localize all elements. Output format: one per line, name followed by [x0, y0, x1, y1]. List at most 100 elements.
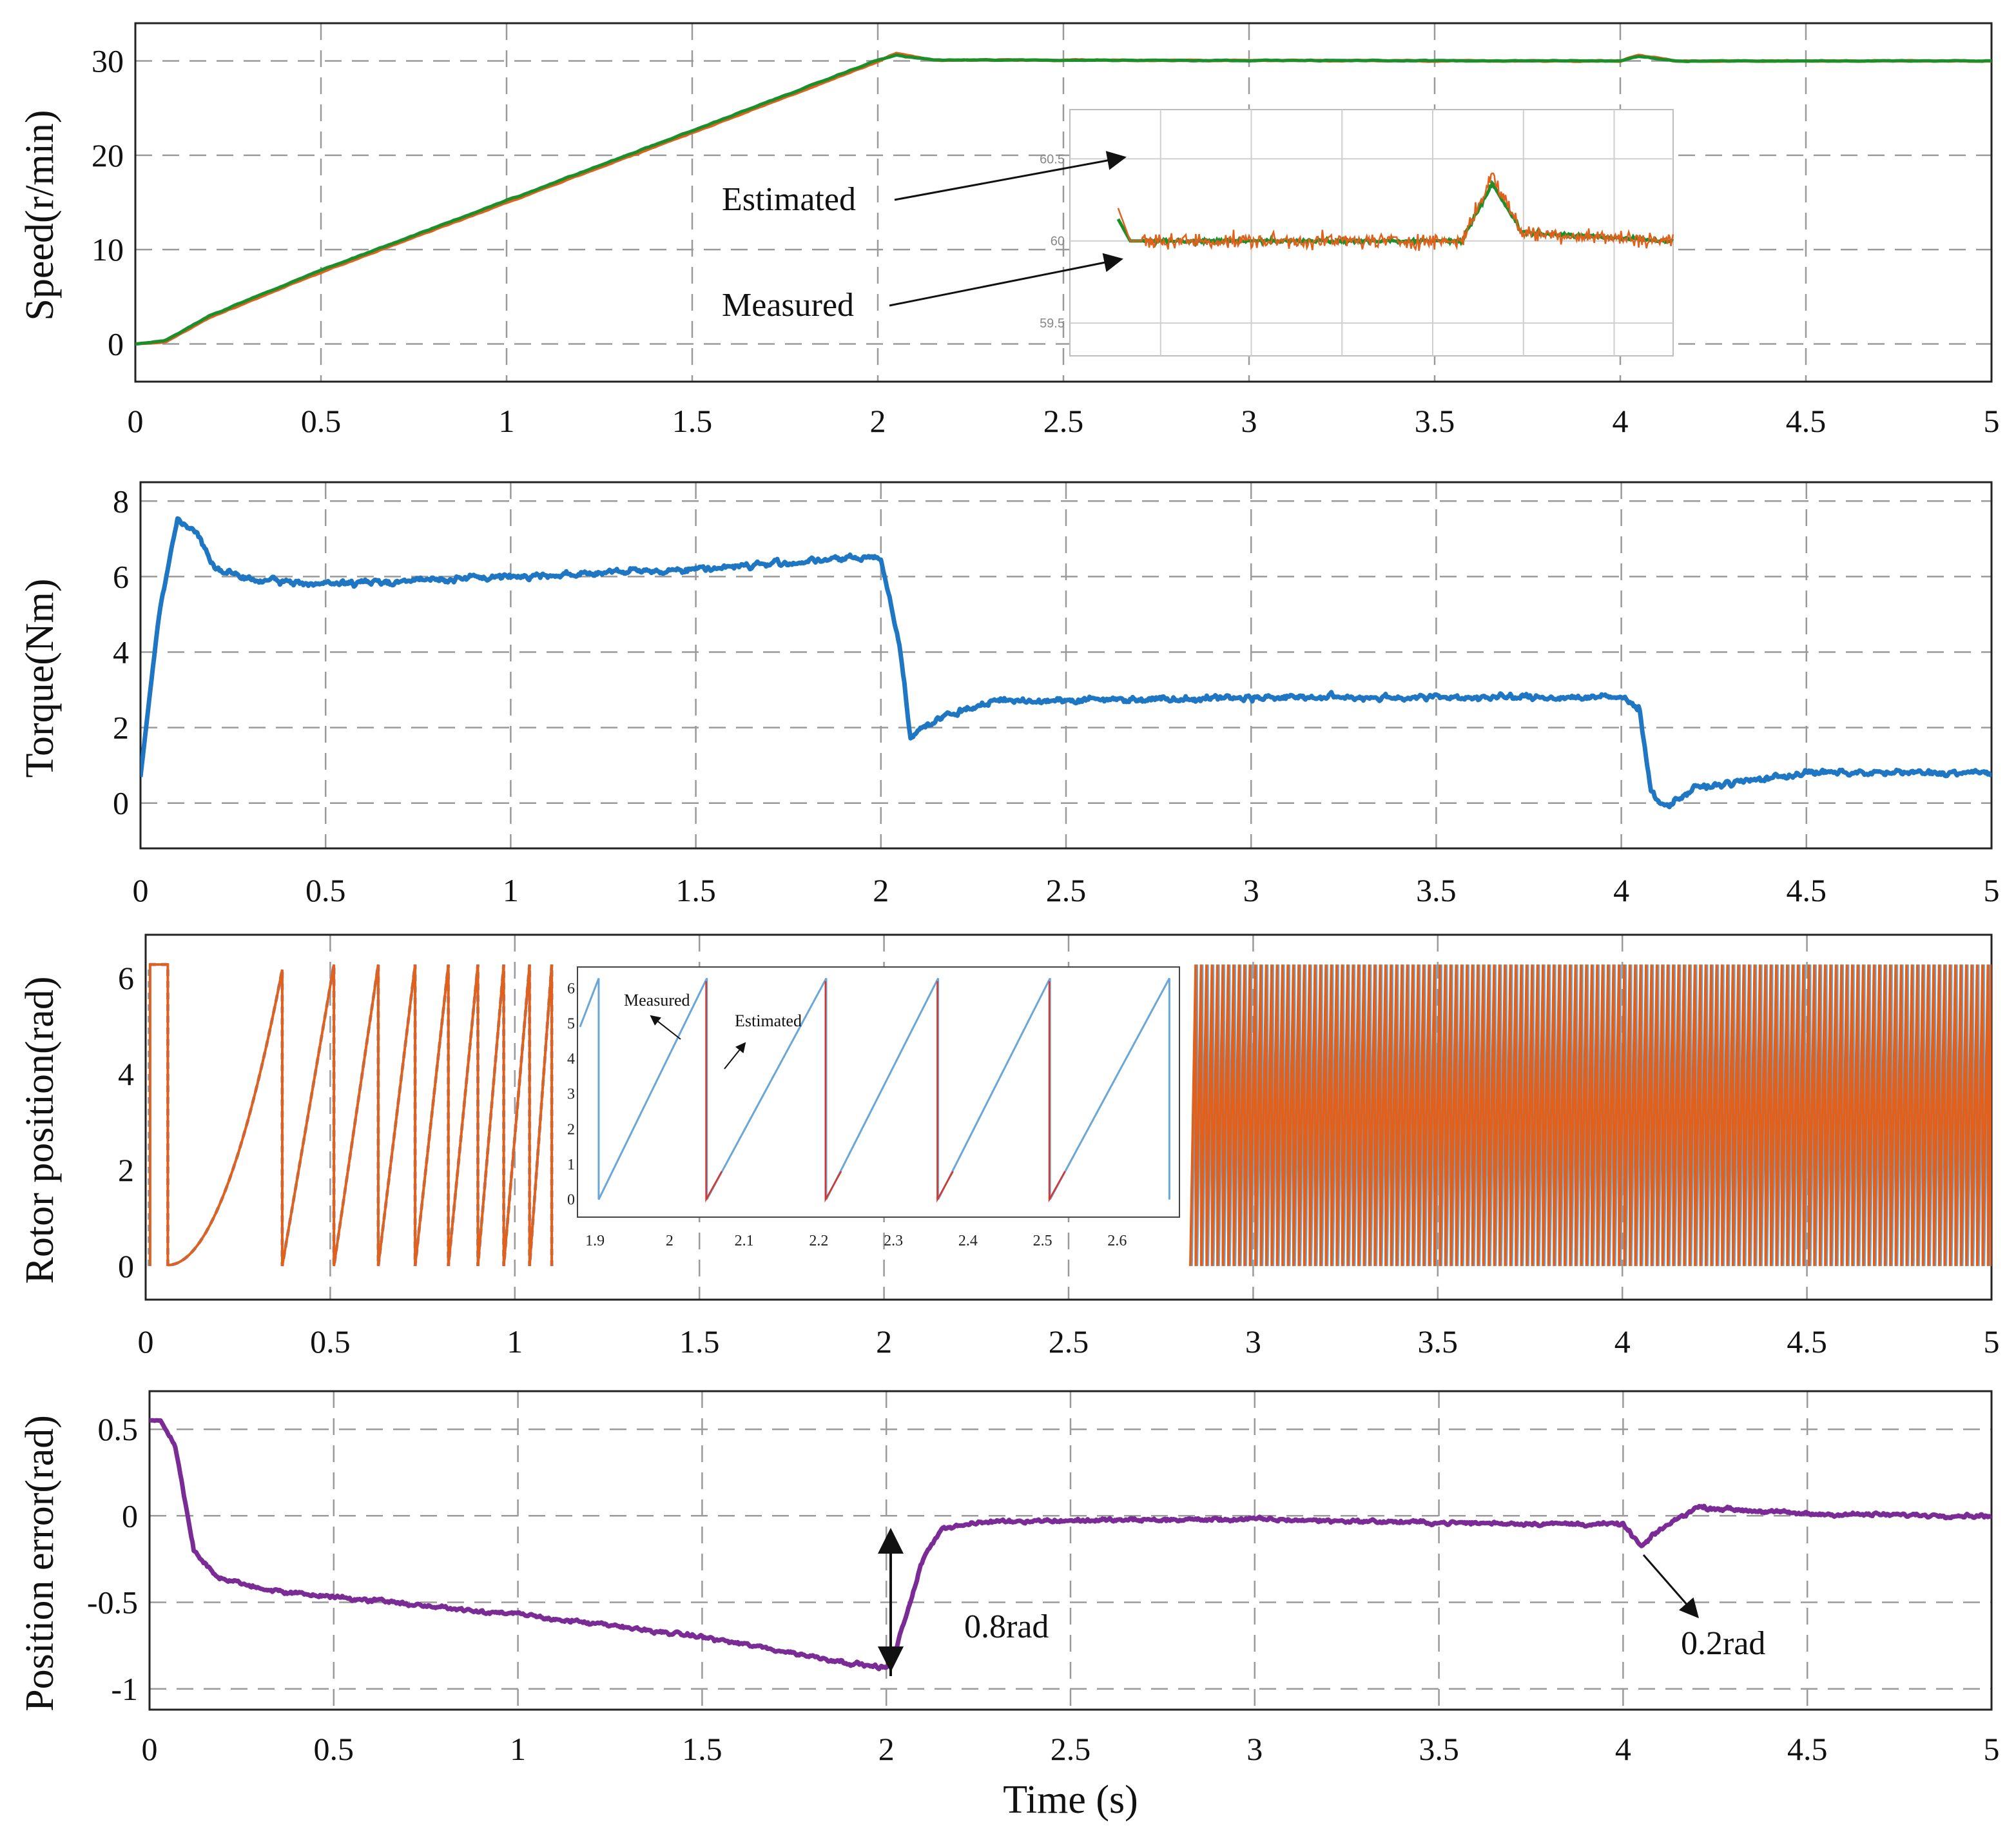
y-tick-label: 4: [113, 634, 129, 670]
x-tick-label: 5: [1984, 1731, 2000, 1767]
x-tick-label: 4.5: [1786, 403, 1827, 439]
x-tick-label: 3: [1243, 872, 1259, 908]
panel-3: 0 0.5 1 1.5 2 2.5 3 3.5 4 4.5 5 0 2 4 6 Rotor position(…: [18, 933, 2000, 1360]
inset-frame: [577, 966, 1180, 1218]
x-tick-label: 1: [510, 1731, 526, 1767]
y-tick-label: 0: [108, 326, 124, 362]
x-tick-label: 3.5: [1416, 872, 1457, 908]
series-group: [148, 962, 1992, 1267]
inset-y-tick: 60: [1051, 235, 1065, 249]
annotation-estimated: Estimated: [722, 181, 856, 218]
series-group: [150, 1418, 1992, 1672]
inset-annotation-estimated: Estimated: [735, 1011, 802, 1030]
y-axis-label: Torque(Nm): [18, 578, 62, 777]
x-tick-label: 2.5: [1049, 1323, 1089, 1360]
inset-x-tick: 2: [666, 1233, 674, 1249]
y-tick-label: 6: [118, 960, 134, 996]
y-tick-label: 2: [118, 1152, 134, 1188]
inset-y-tick: 6: [567, 981, 575, 997]
y-tick-label: 6: [113, 558, 129, 594]
inset-y-tick: 0: [567, 1192, 575, 1209]
arrow-estimated: [894, 151, 1127, 201]
y-tick-label: -0.5: [87, 1585, 138, 1621]
rotor-inset: 0 1 2 3 4 5 6 1.9 2 2.1 2.2 2.3 2.4 2.5 2.6 Measured Est…: [567, 966, 1180, 1249]
arrow-measured: [889, 253, 1123, 307]
x-tick-label: 2: [873, 872, 889, 908]
x-tick-label: 1: [499, 403, 515, 439]
x-tick-label: 5: [1984, 403, 2000, 439]
x-tick-label: 1.5: [679, 1323, 720, 1360]
inset-x-tick: 1.9: [585, 1233, 605, 1249]
inset-x-tick: 2.2: [809, 1233, 828, 1249]
inset-series-estimated: [705, 981, 1066, 1203]
annotation-measured: Measured: [722, 287, 854, 324]
x-tick-label: 4: [1615, 1731, 1631, 1767]
x-tick-label: 0: [128, 403, 144, 439]
x-tick-label: 5: [1984, 1323, 2000, 1360]
series-line-position-error: [150, 1418, 1992, 1672]
inset-y-tick: 59.5: [1040, 317, 1065, 331]
series-group: [135, 52, 1992, 346]
error-annotations: 0.8rad 0.2rad: [878, 1528, 1765, 1676]
x-tick-label: 4.5: [1787, 1323, 1827, 1360]
inset-y-tick: 2: [567, 1121, 575, 1138]
x-tick-label: 1.5: [682, 1731, 722, 1767]
x-tick-label: 1: [503, 872, 519, 908]
y-tick-label: 10: [92, 231, 124, 268]
x-tick-label: 0: [133, 872, 149, 908]
plot-frame: [134, 22, 1993, 383]
inset-arrow-estimated: [724, 1042, 746, 1069]
y-tick-label: 30: [92, 43, 124, 79]
x-tick-label: 4.5: [1787, 872, 1827, 908]
y-tick-label: 8: [113, 483, 129, 519]
x-tick-label: 3.5: [1415, 403, 1455, 439]
x-tick-label: 4: [1613, 872, 1629, 908]
x-tick-label: 2: [870, 403, 886, 439]
x-tick-label: 4: [1614, 1323, 1631, 1360]
inset-series-estimated: [1117, 172, 1674, 251]
x-tick-label: 4: [1613, 403, 1629, 439]
plot-frame: [139, 481, 1993, 850]
inset-annotation-measured: Measured: [624, 991, 690, 1010]
inset-y-tick: 4: [567, 1051, 575, 1068]
dense-series-estimated: [1189, 964, 1992, 1266]
inset-arrow-measured: [650, 1015, 681, 1040]
y-tick-label: 20: [92, 137, 124, 173]
y-tick-label: 0: [122, 1498, 138, 1534]
inset-y-tick: 3: [567, 1086, 575, 1103]
x-axis-label: Time (s): [1003, 1778, 1138, 1822]
dense-series-measured: [1190, 964, 1992, 1266]
x-tick-label: 0: [142, 1731, 158, 1767]
y-tick-label: -1: [111, 1671, 138, 1707]
x-tick-label: 0.5: [305, 872, 346, 908]
inset-y-tick: 5: [567, 1015, 575, 1032]
x-tick-label: 1.5: [672, 403, 713, 439]
x-tick-label: 0: [138, 1323, 154, 1360]
x-tick-label: 2.5: [1051, 1731, 1091, 1767]
inset-y-tick: 1: [567, 1157, 575, 1173]
y-axis-label: Position error(rad): [18, 1415, 62, 1712]
inset-x-tick: 2.5: [1033, 1233, 1052, 1249]
y-axis-label: Speed(r/min): [18, 110, 62, 320]
x-tick-label: 2.5: [1046, 872, 1087, 908]
panel-1: 0 0.5 1 1.5 2 2.5 3 3.5 4 4.5 5 0 10 20 30 Speed(r/min): [18, 22, 2000, 439]
series-line-torque: [141, 516, 1992, 810]
x-tick-label: 3: [1246, 1731, 1263, 1767]
y-tick-label: 4: [118, 1056, 134, 1092]
x-tick-label: 1: [507, 1323, 523, 1360]
x-tick-label: 3: [1245, 1323, 1261, 1360]
arrow-0.2rad: [1642, 1554, 1699, 1619]
y-axis-label: Rotor position(rad): [18, 977, 62, 1284]
x-tick-label: 0.5: [301, 403, 342, 439]
panel-2: 0 0.5 1 1.5 2 2.5 3 3.5 4 4.5 5 0 2 4 6 8 Torque(Nm): [18, 481, 2000, 908]
x-tick-label: 5: [1984, 872, 2000, 908]
inset-x-tick: 2.4: [958, 1233, 978, 1249]
y-tick-label: 2: [113, 710, 129, 746]
series-group: [141, 516, 1992, 810]
x-tick-label: 2: [878, 1731, 895, 1767]
x-tick-label: 3.5: [1418, 1323, 1459, 1360]
annotation-0.2rad: 0.2rad: [1681, 1625, 1765, 1662]
y-tick-label: 0.5: [98, 1411, 139, 1447]
inset-x-tick: 2.1: [735, 1233, 754, 1249]
